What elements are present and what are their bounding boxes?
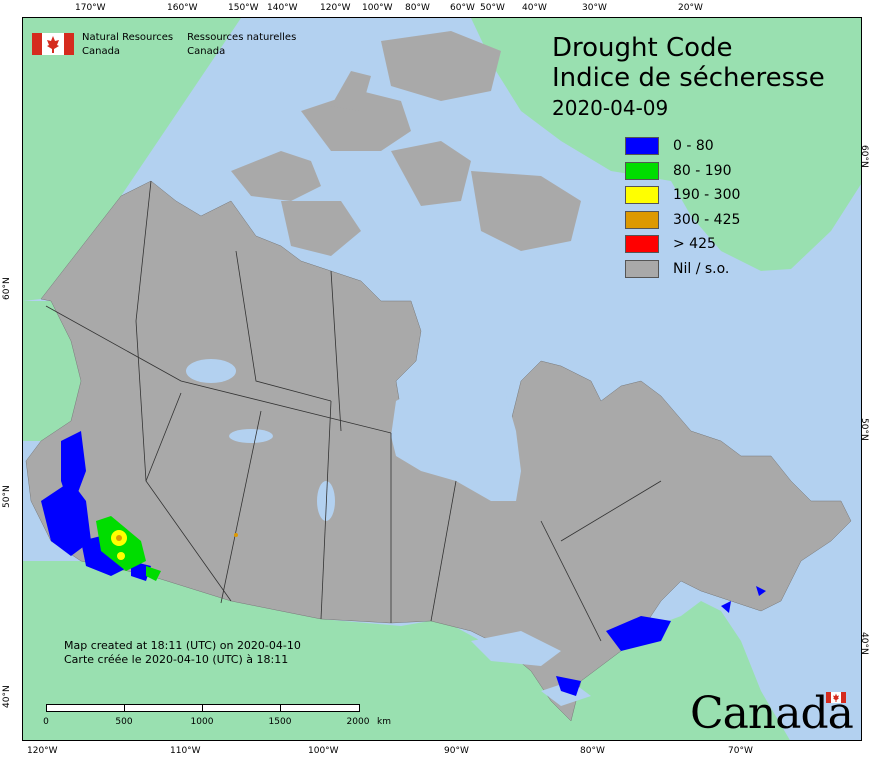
credit-en: Map created at 18:11 (UTC) on 2020-04-10: [64, 639, 301, 652]
legend-item: > 425: [625, 232, 740, 257]
lon-label: 20°W: [678, 3, 703, 13]
land-alaska-panhandle: [23, 301, 81, 441]
arctic-island-4: [381, 31, 501, 101]
agency-en-line2: Canada: [82, 46, 121, 57]
arctic-island-2: [301, 91, 411, 151]
scale-unit: km: [377, 717, 391, 727]
scale-segment: [202, 704, 281, 712]
lon-label: 80°W: [405, 3, 430, 13]
arctic-island-6: [281, 201, 361, 256]
legend-swatch: [625, 137, 659, 156]
land-alaska: [23, 18, 241, 301]
agency-name-en: Natural Resources Canada: [82, 31, 173, 59]
great-slave-lake: [229, 429, 273, 443]
great-lake-1: [471, 631, 561, 666]
lon-label: 100°W: [362, 3, 393, 13]
lat-label: 40°N: [2, 685, 12, 708]
great-bear-lake: [186, 359, 236, 383]
map-title-block: Drought Code Indice de sécheresse 2020-0…: [552, 33, 825, 123]
lat-label: 50°N: [859, 418, 869, 441]
map-title-en: Drought Code: [552, 33, 733, 63]
agency-signature: Natural Resources Canada Ressources natu…: [32, 31, 310, 59]
lon-label: 100°W: [308, 746, 339, 756]
scale-tick-label: 500: [115, 717, 133, 727]
legend-label: Nil / s.o.: [673, 260, 730, 277]
scale-segment: [124, 704, 203, 712]
arctic-island-7: [331, 71, 371, 111]
lat-label: 50°N: [2, 485, 12, 508]
legend-label: 190 - 300: [673, 187, 741, 204]
scale-segment: [280, 704, 360, 712]
legend-label: 80 - 190: [673, 162, 732, 179]
canada-flag-icon: [32, 33, 74, 55]
lon-label: 80°W: [580, 746, 605, 756]
wordmark-flag-icon: [826, 692, 846, 703]
agency-en-line1: Natural Resources: [82, 32, 174, 43]
scale-tick-label: 1000: [190, 717, 214, 727]
lon-label: 70°W: [728, 746, 753, 756]
lake-winnipeg: [317, 481, 335, 521]
scale-tick-label: 2000: [346, 717, 370, 727]
drought-orange-regions: [116, 533, 238, 541]
lon-label: 110°W: [170, 746, 201, 756]
legend-swatch: [625, 161, 659, 180]
provincial-boundaries: [45, 180, 662, 642]
map-title-fr: Indice de sécheresse: [552, 63, 825, 93]
lon-label: 170°W: [75, 3, 106, 13]
agency-fr-line1: Ressources naturelles: [187, 32, 297, 43]
legend-swatch: [625, 259, 659, 278]
legend-item: 190 - 300: [625, 183, 740, 208]
agency-name-fr: Ressources naturelles Canada: [187, 31, 296, 59]
hudson-bay: [391, 376, 521, 501]
legend-item: 0 - 80: [625, 134, 740, 159]
scale-bar: 0 500 1000 1500 2000 km: [43, 704, 391, 732]
lon-label: 120°W: [27, 746, 58, 756]
legend: 0 - 80 80 - 190 190 - 300 300 - 425 > 42…: [625, 134, 740, 281]
agency-fr-line2: Canada: [187, 46, 226, 57]
lon-label: 30°W: [582, 3, 607, 13]
legend-swatch: [625, 235, 659, 254]
lon-label: 40°W: [522, 3, 547, 13]
credit-fr: Carte créée le 2020-04-10 (UTC) à 18:11: [64, 653, 289, 666]
lon-label: 90°W: [444, 746, 469, 756]
map-frame: [22, 17, 862, 741]
lat-label: 40°N: [859, 632, 869, 655]
scale-tick-label: 1500: [268, 717, 292, 727]
legend-label: 0 - 80: [673, 138, 714, 155]
map-canvas: [23, 18, 861, 740]
legend-item: 80 - 190: [625, 159, 740, 184]
lon-label: 150°W: [228, 3, 259, 13]
land-greenland: [471, 18, 861, 271]
lon-label: 50°W: [480, 3, 505, 13]
scale-segment: [46, 704, 125, 712]
land-usa: [23, 561, 790, 740]
lon-label: 140°W: [267, 3, 298, 13]
legend-item: Nil / s.o.: [625, 257, 740, 282]
arctic-island-1: [231, 151, 321, 201]
arctic-island-5: [471, 171, 581, 251]
legend-label: 300 - 425: [673, 211, 741, 228]
legend-swatch: [625, 210, 659, 229]
lat-label: 60°N: [859, 145, 869, 168]
map-credits: Map created at 18:11 (UTC) on 2020-04-10…: [64, 639, 301, 667]
lon-label: 60°W: [450, 3, 475, 13]
legend-item: 300 - 425: [625, 208, 740, 233]
map-date: 2020-04-09: [552, 96, 669, 120]
legend-swatch: [625, 186, 659, 205]
lat-label: 60°N: [2, 277, 12, 300]
lon-label: 160°W: [167, 3, 198, 13]
legend-label: > 425: [673, 236, 716, 253]
arctic-island-3: [391, 141, 471, 206]
scale-tick-label: 0: [43, 717, 49, 727]
lon-label: 120°W: [320, 3, 351, 13]
